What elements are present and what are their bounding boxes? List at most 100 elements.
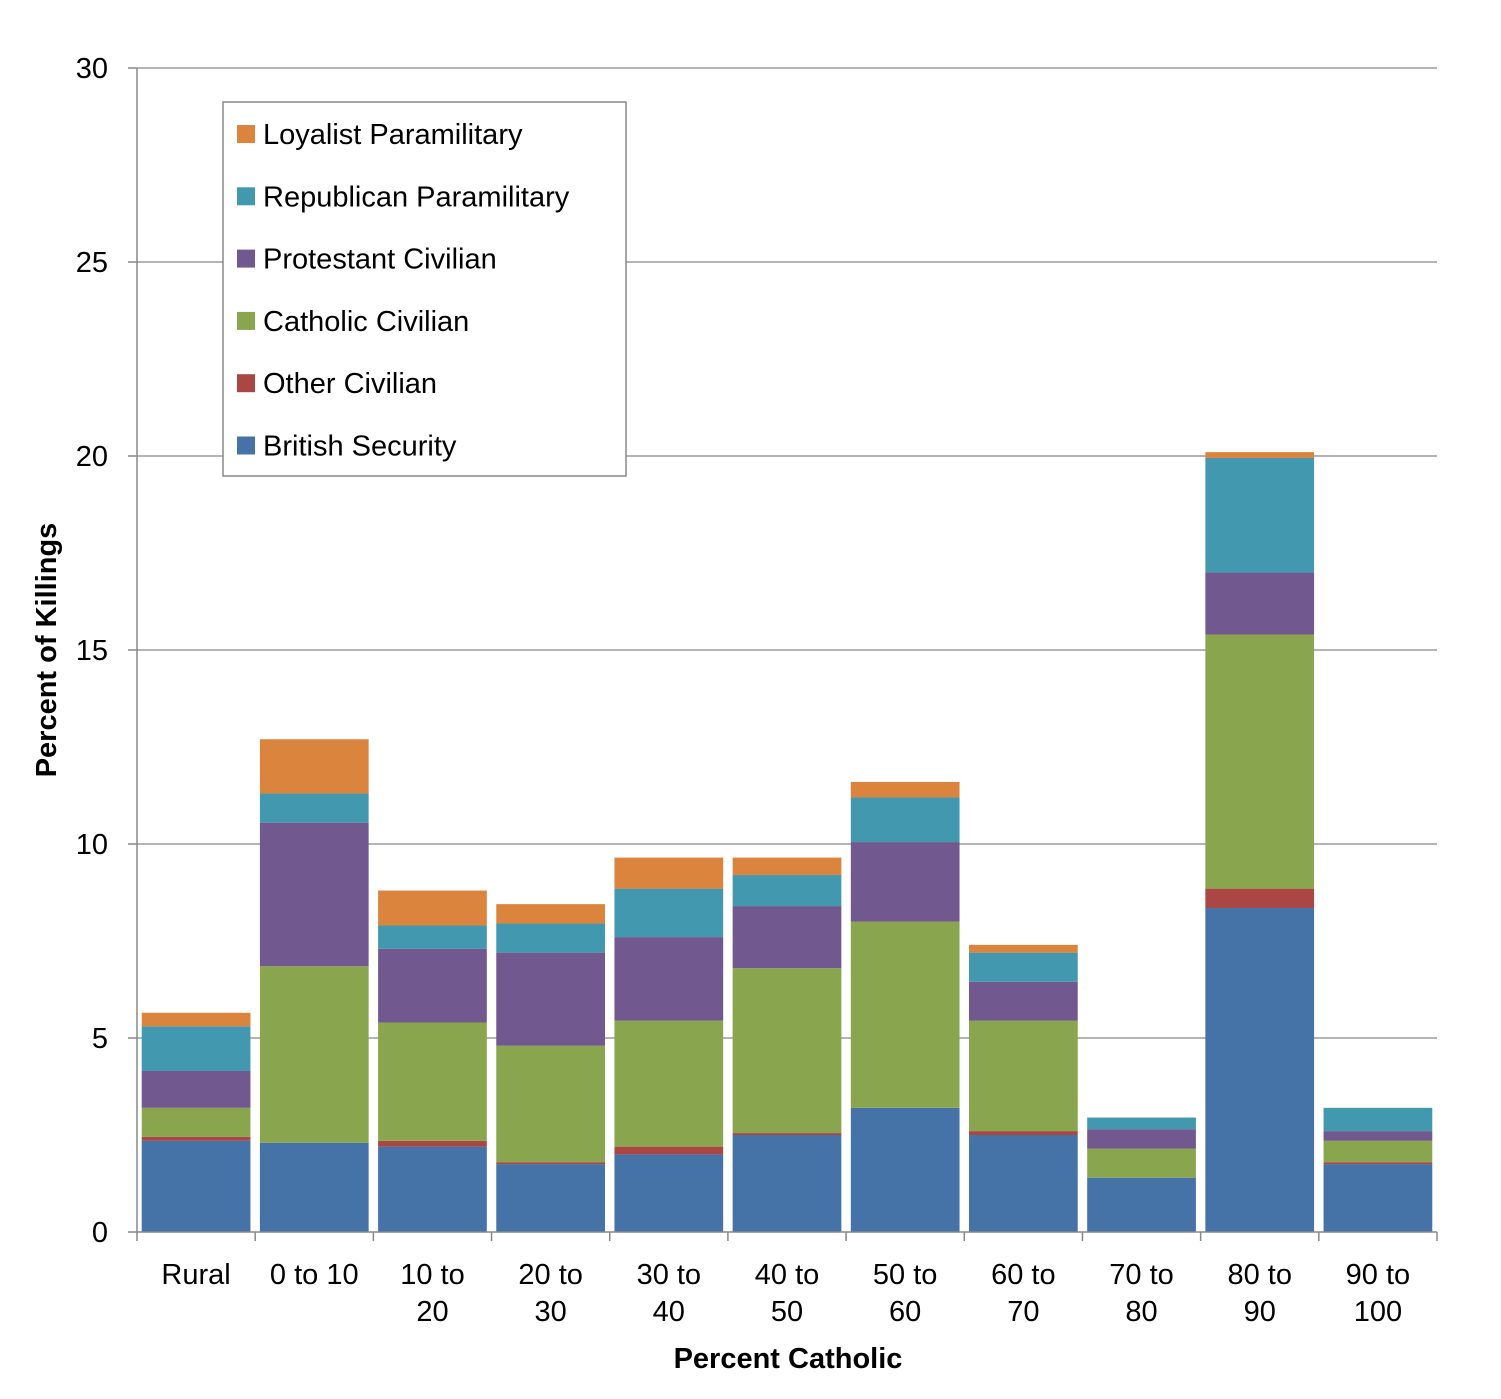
bar-segment: [141, 1107, 251, 1137]
x-tick-label: 100: [1354, 1296, 1402, 1328]
bar-segment: [1087, 1129, 1196, 1149]
x-axis-title: Percent Catholic: [674, 1343, 903, 1375]
y-tick-label: 0: [92, 1217, 108, 1249]
legend-label: Other Civilian: [263, 368, 437, 400]
legend-label: Catholic Civilian: [263, 306, 469, 338]
bar-segment: [850, 781, 960, 798]
bar-segment: [496, 1164, 605, 1232]
y-tick-label: 10: [76, 829, 108, 861]
x-tick-label: 50: [771, 1296, 803, 1328]
bar-segment: [850, 1107, 960, 1232]
legend-label: British Security: [263, 431, 457, 463]
legend-label: Protestant Civilian: [263, 244, 497, 276]
bar-segment: [732, 857, 842, 876]
bar-segment: [614, 1154, 724, 1232]
bar-segment: [1323, 1140, 1433, 1163]
x-tick-label: 10 to: [400, 1259, 465, 1291]
x-tick-label: 60 to: [991, 1259, 1056, 1291]
bar-segment: [732, 1133, 842, 1135]
legend: Loyalist Paramilitary Republican Paramili…: [222, 101, 627, 477]
bar-segment: [969, 981, 1078, 1021]
bar-segment: [1205, 452, 1315, 458]
y-tick-label: 15: [76, 635, 108, 667]
legend-items: Loyalist Paramilitary Republican Paramili…: [237, 119, 570, 463]
bar-segment: [259, 1142, 369, 1232]
bars: [141, 452, 1433, 1232]
x-tick-label: Rural: [161, 1259, 230, 1291]
y-tick-label: 30: [76, 53, 108, 85]
bar-segment: [496, 923, 605, 953]
bar-segment: [496, 952, 605, 1046]
legend-swatch: [237, 249, 255, 268]
bar-segment: [378, 1140, 487, 1147]
bar-segment: [141, 1136, 251, 1141]
x-tick-label: 30 to: [637, 1259, 702, 1291]
x-tick-label: 70: [1007, 1296, 1039, 1328]
y-tick-label: 20: [76, 441, 108, 473]
bar-segment: [496, 904, 605, 924]
bar-segment: [969, 944, 1078, 953]
x-tick-label: 90 to: [1346, 1259, 1411, 1291]
x-tick-label: 80 to: [1227, 1259, 1292, 1291]
bar-segment: [850, 842, 960, 922]
legend-swatch: [237, 125, 255, 143]
bar-segment: [969, 1131, 1078, 1135]
axes: [128, 67, 1438, 1241]
x-tick-label: 20 to: [518, 1259, 583, 1291]
x-tick-label: 60: [889, 1296, 921, 1328]
bar-segment: [1205, 457, 1315, 573]
bar-segment: [969, 1135, 1078, 1232]
legend-swatch: [237, 311, 255, 330]
x-tick-label: 30: [535, 1296, 567, 1328]
bar-segment: [259, 966, 369, 1143]
bar-segment: [850, 921, 960, 1108]
bar-segment: [850, 797, 960, 843]
bar-segment: [614, 888, 724, 938]
bar-segment: [378, 890, 487, 926]
bar-segment: [614, 1146, 724, 1155]
bar-segment: [378, 925, 487, 949]
bar-segment: [1087, 1148, 1196, 1178]
bar-segment: [496, 1045, 605, 1163]
x-tick-label: 40 to: [755, 1259, 820, 1291]
bar-segment: [141, 1026, 251, 1071]
bar-segment: [259, 793, 369, 823]
y-tick-label: 5: [92, 1023, 108, 1055]
x-tick-label: 70 to: [1109, 1259, 1174, 1291]
legend-label: Republican Paramilitary: [263, 181, 570, 213]
bar-segment: [378, 1146, 487, 1232]
bar-segment: [141, 1070, 251, 1108]
bar-segment: [614, 1020, 724, 1147]
legend-swatch: [237, 187, 255, 206]
y-tick-label: 25: [76, 247, 108, 279]
bar-segment: [1205, 908, 1315, 1232]
bar-segment: [141, 1140, 251, 1232]
bar-segment: [614, 857, 724, 889]
bar-segment: [1323, 1164, 1433, 1232]
legend-box: [222, 101, 627, 477]
x-tick-label: 90: [1244, 1296, 1276, 1328]
bar-segment: [1323, 1107, 1433, 1132]
legend-swatch: [237, 374, 255, 393]
bar-segment: [141, 1012, 251, 1027]
bar-segment: [969, 952, 1078, 982]
y-tick-labels: 0 5 10 15 20 25 30: [76, 53, 108, 1249]
bar-segment: [259, 739, 369, 794]
bar-segment: [259, 822, 369, 967]
bar-segment: [1087, 1117, 1196, 1130]
bar-segment: [732, 875, 842, 907]
bar-segment: [1205, 634, 1315, 889]
x-tick-label: 40: [653, 1296, 685, 1328]
legend-label: Loyalist Paramilitary: [263, 119, 523, 151]
bar-segment: [614, 937, 724, 1021]
x-tick-labels: Rural 0 to 10 10 to 20 20 to 30 30 to 40 40 to 50…: [161, 1259, 1410, 1328]
bar-segment: [1323, 1162, 1433, 1165]
bar-segment: [1323, 1131, 1433, 1141]
x-tick-label: 20: [416, 1296, 448, 1328]
x-tick-label: 50 to: [873, 1259, 938, 1291]
bar-segment: [732, 1135, 842, 1232]
bar-segment: [732, 968, 842, 1134]
bar-segment: [732, 906, 842, 969]
bar-segment: [969, 1020, 1078, 1132]
